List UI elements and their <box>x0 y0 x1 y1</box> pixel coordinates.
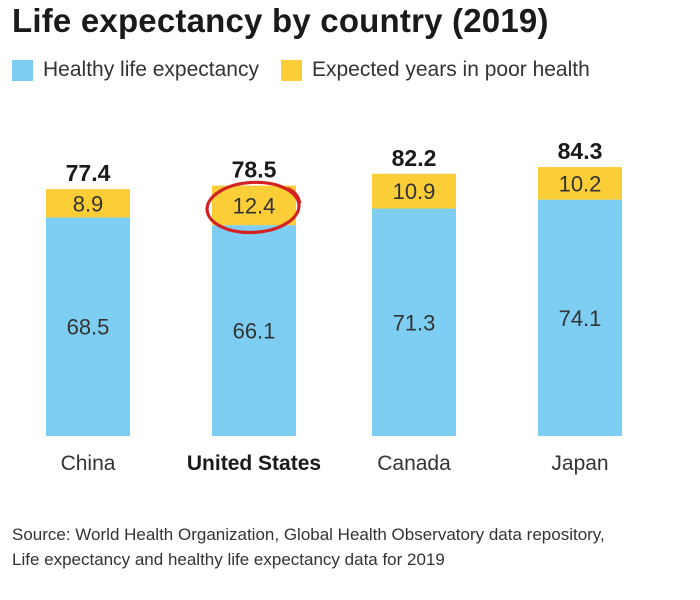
bar-healthy-united-states <box>212 225 296 436</box>
bar-healthy-china <box>46 217 130 436</box>
category-label-china: China <box>61 452 116 475</box>
category-label-japan: Japan <box>551 452 608 475</box>
annotation-circle-stroke <box>286 187 302 204</box>
total-label-canada: 82.2 <box>392 145 437 171</box>
source-note: Source: World Health Organization, Globa… <box>12 522 692 572</box>
legend-item-healthy: Healthy life expectancy <box>12 58 259 82</box>
bar-healthy-japan <box>538 199 622 436</box>
bar-poor-health-japan <box>538 167 622 200</box>
legend-swatch-poor-health <box>280 59 302 81</box>
label-poor-health-canada: 10.9 <box>393 179 436 204</box>
legend-item-poor-health: Expected years in poor health <box>280 58 590 82</box>
bar-poor-health-united-states <box>212 185 296 226</box>
bar-healthy-canada <box>372 208 456 436</box>
label-healthy-china: 68.5 <box>67 315 110 340</box>
annotation-circle <box>205 180 301 235</box>
bar-poor-health-china <box>46 189 130 218</box>
category-label-canada: Canada <box>377 452 451 475</box>
chart-legend: Healthy life expectancy Expected years i… <box>12 58 612 82</box>
source-line-1: Source: World Health Organization, Globa… <box>12 525 605 544</box>
label-healthy-canada: 71.3 <box>393 310 436 335</box>
label-poor-health-china: 8.9 <box>73 191 104 216</box>
label-healthy-japan: 74.1 <box>559 306 602 331</box>
chart-title: Life expectancy by country (2019) <box>12 2 549 39</box>
total-label-united-states: 78.5 <box>232 157 277 183</box>
label-healthy-united-states: 66.1 <box>233 319 276 344</box>
legend-label-poor-health: Expected years in poor health <box>311 58 590 81</box>
stacked-bar-chart: 68.5 8.9 77.4 China 66.1 12.4 78.5 United State… <box>46 138 622 475</box>
legend-swatch-healthy <box>12 59 33 81</box>
label-poor-health-united-states: 12.4 <box>233 193 276 218</box>
total-label-china: 77.4 <box>66 160 111 186</box>
label-poor-health-japan: 10.2 <box>559 171 602 196</box>
bar-poor-health-canada <box>372 173 456 209</box>
total-label-japan: 84.3 <box>558 138 603 164</box>
category-label-united-states: United States <box>187 452 321 475</box>
source-line-2: Life expectancy and healthy life expecta… <box>12 550 445 569</box>
legend-label-healthy: Healthy life expectancy <box>43 58 259 81</box>
